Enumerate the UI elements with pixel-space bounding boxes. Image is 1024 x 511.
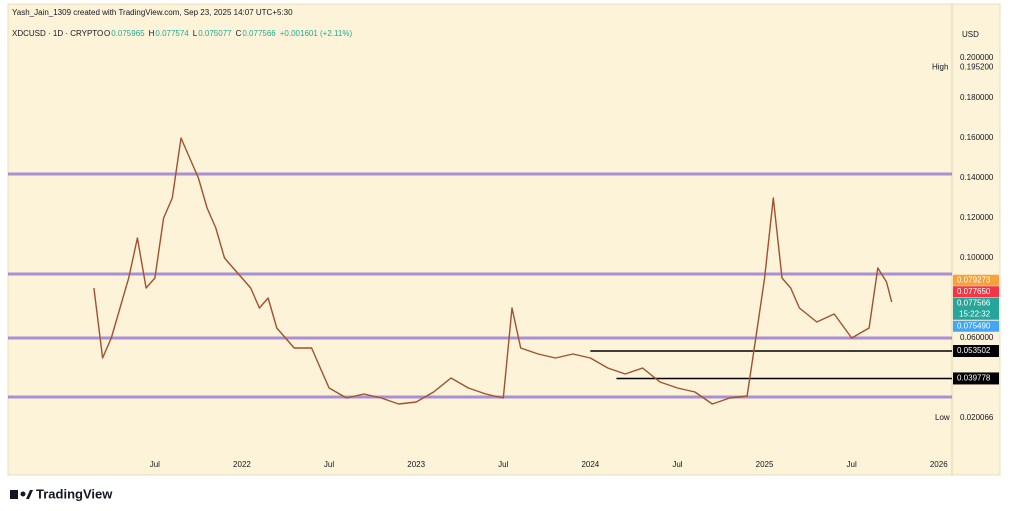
ohlc-value: 0.077566: [242, 29, 276, 38]
x-tick-label: Jul: [672, 460, 682, 469]
price-line: [93, 137, 893, 405]
price-tag-text: 0.077650: [957, 287, 991, 296]
x-tick-label: Jul: [324, 460, 334, 469]
ohlc-key: O: [104, 29, 110, 38]
x-tick-label: Jul: [498, 460, 508, 469]
y-tick-label: 0.140000: [960, 173, 994, 182]
y-tick-label: 0.160000: [960, 133, 994, 142]
x-tick-label: 2022: [233, 460, 251, 469]
x-tick-label: 2023: [407, 460, 425, 469]
y-tick-label: 0.100000: [960, 253, 994, 262]
ohlc-value: +0.001601 (+2.11%): [280, 29, 353, 38]
price-tag-text: 0.079273: [957, 275, 991, 284]
y-tick-label: 0.120000: [960, 213, 994, 222]
level-tag-text: 0.053502: [957, 346, 991, 355]
x-tick-label: Jul: [847, 460, 857, 469]
y-tick-label: 0.060000: [960, 333, 994, 342]
level-tag: [953, 344, 999, 357]
ohlc-value: 0.077574: [155, 29, 189, 38]
price-tag-text: 0.077566: [957, 298, 991, 307]
level-tag: [953, 372, 999, 385]
ohlc-value: 0.075965: [111, 29, 145, 38]
ohlc-key: H: [149, 29, 155, 38]
price-tag: [953, 286, 999, 298]
brand-logo: TradingView: [10, 486, 113, 501]
brand: TradingView: [36, 486, 113, 501]
high-value: 0.195200: [960, 63, 994, 72]
ohlc-key: L: [193, 29, 198, 38]
ohlc-value: 0.075077: [198, 29, 232, 38]
credit: Yash_Jain_1309 created with TradingView.…: [12, 8, 293, 17]
price-tag: [953, 320, 999, 332]
currency: USD: [962, 30, 979, 39]
y-tick-label: 0.180000: [960, 93, 994, 102]
x-tick-label: 2024: [581, 460, 599, 469]
countdown: 15:22:32: [959, 309, 991, 318]
price-tag: [953, 274, 999, 286]
high-label: High: [932, 63, 948, 72]
symbol: XDCUSD · 1D · CRYPTO: [12, 29, 103, 38]
low-label: Low: [935, 413, 950, 422]
low-value: 0.020066: [960, 413, 994, 422]
price-tag: [953, 297, 999, 320]
ohlc-key: C: [236, 29, 242, 38]
price-tag-text: 0.075490: [957, 321, 991, 330]
y-tick-label: 0.200000: [960, 53, 994, 62]
x-tick-label: Jul: [150, 460, 160, 469]
level-tag-text: 0.039778: [957, 374, 991, 383]
x-tick-label: 2025: [756, 460, 774, 469]
chart-panel: [7, 3, 1001, 476]
x-tick-label: 2026: [930, 460, 948, 469]
